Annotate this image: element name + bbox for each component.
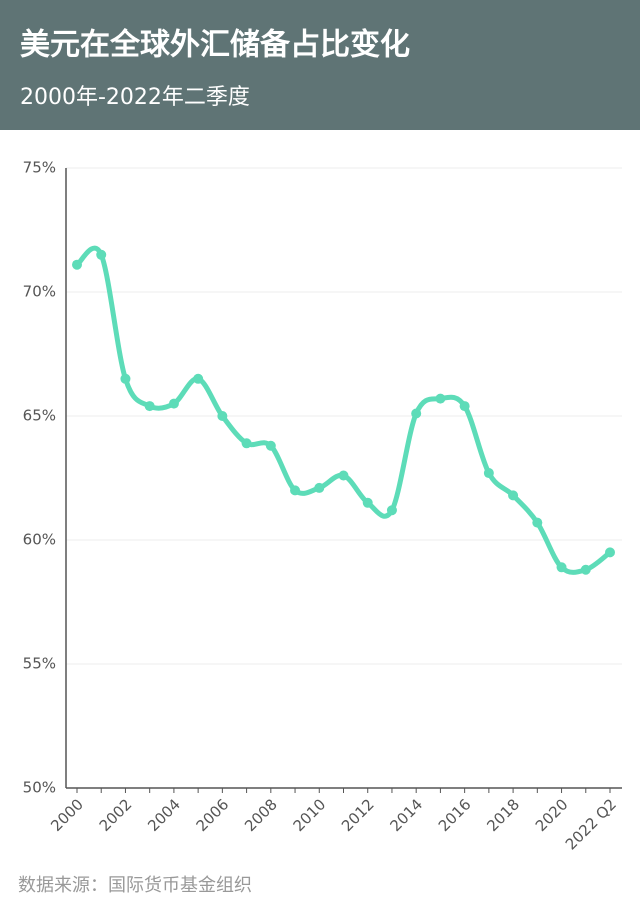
y-tick-label: 55% <box>23 655 56 673</box>
x-tick-label: 2014 <box>386 795 426 835</box>
data-point <box>605 547 615 558</box>
header-band <box>0 0 640 130</box>
data-point <box>459 401 470 412</box>
x-tick-label: 2022 Q2 <box>562 795 620 853</box>
data-point <box>314 482 325 493</box>
x-tick-label: 2004 <box>144 795 184 835</box>
data-point <box>217 411 228 421</box>
data-point <box>435 393 446 404</box>
x-tick-label: 2010 <box>290 795 330 835</box>
data-point <box>168 398 179 409</box>
data-point <box>556 562 567 573</box>
data-point <box>241 438 252 449</box>
data-point <box>508 490 519 501</box>
y-tick-label: 70% <box>23 283 56 301</box>
data-point <box>532 517 543 528</box>
x-tick-label: 2006 <box>193 795 233 835</box>
y-tick-label: 50% <box>23 779 56 797</box>
data-line <box>74 245 613 575</box>
x-tick-label: 2012 <box>338 795 378 835</box>
chart-title: 美元在全球外汇储备占比变化 <box>20 28 410 63</box>
data-point <box>120 373 131 384</box>
data-point <box>580 564 591 575</box>
data-point <box>265 440 276 451</box>
x-tick-label: 2000 <box>47 795 87 835</box>
data-point <box>386 505 397 516</box>
x-tick-label: 2020 <box>532 795 572 835</box>
data-point <box>483 468 494 479</box>
chart-subtitle: 2000年-2022年二季度 <box>20 85 250 110</box>
data-point <box>96 249 107 260</box>
data-point <box>72 259 82 270</box>
y-tick-label: 75% <box>23 159 56 177</box>
y-tick-label: 65% <box>23 407 56 425</box>
y-tick-label: 60% <box>23 531 56 549</box>
x-tick-label: 2008 <box>241 795 281 835</box>
data-point <box>362 497 373 508</box>
data-point <box>144 401 155 412</box>
data-point <box>338 470 349 481</box>
data-point <box>290 485 301 496</box>
x-tick-label: 2016 <box>435 795 475 835</box>
source-note: 数据来源：国际货币基金组织 <box>18 875 252 896</box>
x-tick-label: 2018 <box>483 795 523 835</box>
data-point <box>411 408 422 419</box>
x-tick-label: 2002 <box>96 795 136 835</box>
data-point <box>193 373 204 384</box>
